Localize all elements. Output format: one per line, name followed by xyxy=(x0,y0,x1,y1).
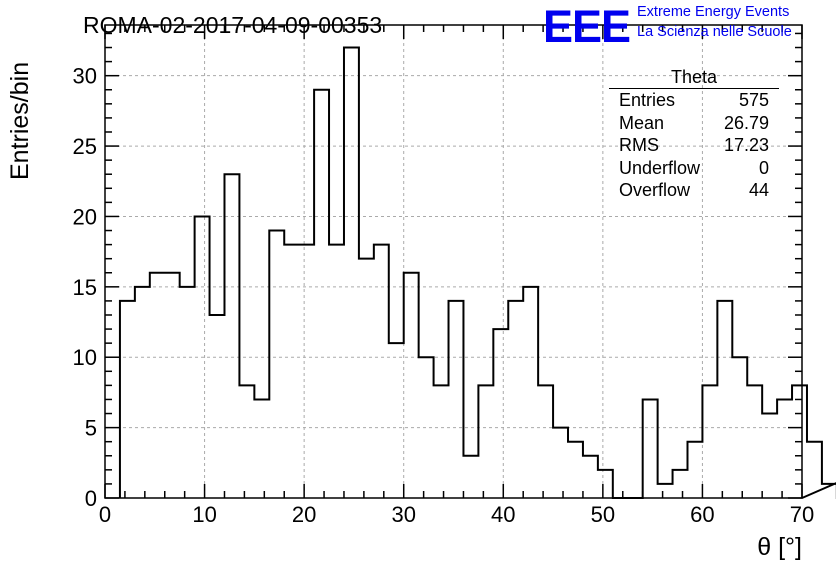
x-tick-label: 30 xyxy=(391,502,415,527)
logo-subtitle-line2: La Scienza nelle Scuole xyxy=(637,24,792,40)
x-tick-label: 50 xyxy=(591,502,615,527)
histogram-bin xyxy=(478,385,493,498)
x-tick-label: 40 xyxy=(491,502,515,527)
histogram-bin xyxy=(568,442,583,498)
stats-row-entries: Entries 575 xyxy=(609,89,779,112)
histogram-bin xyxy=(254,399,269,498)
histogram-bin xyxy=(523,287,538,498)
stats-row-underflow: Underflow 0 xyxy=(609,157,779,180)
histogram-bin xyxy=(165,273,180,498)
x-tick-label: 70 xyxy=(790,502,814,527)
x-tick-label: 60 xyxy=(690,502,714,527)
histogram-bin xyxy=(180,287,195,498)
histogram-bin xyxy=(777,399,792,498)
histogram-bin xyxy=(359,259,374,498)
plot-frame xyxy=(104,24,803,499)
histogram-bin xyxy=(434,385,449,498)
y-tick-label: 10 xyxy=(73,345,97,370)
histogram-bin xyxy=(717,301,732,498)
stats-box: Theta Entries 575 Mean 26.79 RMS 17.23 Underfl… xyxy=(609,66,779,202)
histogram-bin xyxy=(762,414,777,498)
histogram-bin xyxy=(224,174,239,498)
histogram-bin xyxy=(374,245,389,498)
stats-row-overflow: Overflow 44 xyxy=(609,179,779,202)
histogram-bin xyxy=(583,456,598,498)
histogram-bin xyxy=(493,329,508,498)
stats-value: 17.23 xyxy=(723,135,769,156)
stats-title: Theta xyxy=(609,66,779,89)
histogram-bin xyxy=(389,343,404,498)
x-tick-label: 0 xyxy=(99,502,111,527)
histogram-bin xyxy=(732,357,747,498)
histogram-bin xyxy=(643,399,658,498)
histogram-bin xyxy=(284,245,299,498)
stats-label: RMS xyxy=(619,135,659,156)
histogram-bin xyxy=(120,301,135,498)
stats-label: Overflow xyxy=(619,180,691,201)
y-axis-label: Entries/bin xyxy=(6,61,34,180)
histogram-bin xyxy=(299,245,314,498)
y-tick-label: 20 xyxy=(73,204,97,229)
histogram-bin xyxy=(538,385,553,498)
histogram-bin xyxy=(658,484,673,498)
tick-labels: 0 10 20 30 40 50 60 70 0 5 10 15 20 25 30 xyxy=(73,64,815,527)
histogram-bin xyxy=(344,48,359,498)
histogram-bin xyxy=(687,442,702,498)
histogram-bin xyxy=(553,428,568,498)
logo-subtitle-line1: Extreme Energy Events xyxy=(637,4,790,20)
stats-row-rms: RMS 17.23 xyxy=(609,134,779,157)
histogram-step-line xyxy=(118,46,836,499)
stats-value: 44 xyxy=(748,180,769,201)
histogram-bin xyxy=(269,231,284,498)
x-tick-label: 10 xyxy=(192,502,216,527)
stats-label: Mean xyxy=(619,112,665,133)
histogram-bin xyxy=(449,301,464,498)
histogram-bin xyxy=(404,273,419,498)
histogram-bin xyxy=(329,245,344,498)
stats-label: Underflow xyxy=(619,157,701,178)
y-tick-label: 30 xyxy=(73,64,97,89)
grid-lines xyxy=(105,25,802,498)
histogram-bin xyxy=(598,470,613,498)
histogram-bin xyxy=(314,90,329,498)
y-tick-label: 15 xyxy=(73,275,97,300)
run-title: ROMA-02-2017-04-09-00353 xyxy=(83,12,383,38)
stats-value: 0 xyxy=(758,157,769,178)
eee-logo: EEE xyxy=(543,1,631,52)
stats-row-mean: Mean 26.79 xyxy=(609,112,779,135)
x-tick-label: 20 xyxy=(292,502,316,527)
y-tick-label: 25 xyxy=(73,134,97,159)
x-axis-label: θ [°] xyxy=(757,533,802,561)
histogram-bin xyxy=(463,456,478,498)
histogram-bin xyxy=(747,385,762,498)
axis-ticks xyxy=(104,25,803,499)
histogram-bin xyxy=(150,273,165,498)
histogram-bin xyxy=(135,287,150,498)
stats-label: Entries xyxy=(619,90,676,110)
stats-value: 26.79 xyxy=(723,112,769,133)
histogram-bin xyxy=(210,315,225,498)
y-tick-label: 0 xyxy=(85,486,97,511)
histogram-bin xyxy=(239,385,254,498)
histogram-bin xyxy=(673,470,688,498)
stats-value: 575 xyxy=(738,90,769,110)
histogram-bin xyxy=(702,385,717,498)
histogram-bin xyxy=(508,301,523,498)
y-tick-label: 5 xyxy=(85,416,97,441)
